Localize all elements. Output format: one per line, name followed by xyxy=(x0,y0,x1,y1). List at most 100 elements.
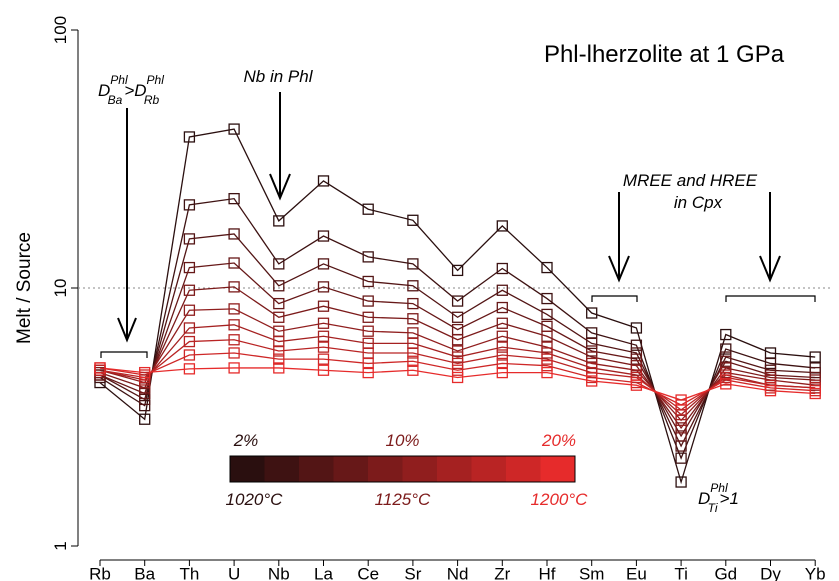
data-point xyxy=(139,413,151,425)
annotation-text: Phl xyxy=(147,73,165,87)
colorbar-label: 10% xyxy=(385,431,419,450)
data-point xyxy=(273,345,285,357)
data-point xyxy=(451,351,464,363)
annotation: Nb in Phl xyxy=(244,67,314,86)
data-point xyxy=(273,215,285,227)
series-line xyxy=(99,128,816,485)
y-tick-label: 10 xyxy=(51,279,70,298)
data-point xyxy=(496,317,508,329)
series-line xyxy=(99,367,816,401)
data-point xyxy=(496,330,508,342)
data-point xyxy=(675,452,687,464)
data-point xyxy=(273,280,285,292)
data-point xyxy=(228,257,240,269)
data-point xyxy=(764,385,777,397)
x-tick-label: Th xyxy=(179,564,199,581)
data-point xyxy=(496,341,508,353)
data-point xyxy=(541,353,553,365)
data-point xyxy=(362,203,374,215)
data-point xyxy=(407,258,419,270)
x-tick-label: Ba xyxy=(134,564,155,581)
data-point xyxy=(362,366,374,379)
data-point xyxy=(586,345,598,357)
data-point xyxy=(407,364,419,376)
data-point xyxy=(317,364,330,376)
annotation: DPhl Ba >DPhl Rb xyxy=(98,73,164,107)
data-point xyxy=(317,175,330,187)
data-point xyxy=(541,308,553,321)
data-point xyxy=(541,366,553,379)
data-point xyxy=(451,311,464,323)
y-axis-label: Melt / Source xyxy=(14,232,35,344)
annotation: MREE and HREE xyxy=(623,171,758,190)
annotation: DPhl Ti >1 xyxy=(698,481,739,515)
annotation-text: D xyxy=(698,489,710,508)
x-tick-label: Zr xyxy=(494,564,510,581)
data-point xyxy=(228,192,240,205)
data-point xyxy=(630,347,643,359)
data-point xyxy=(720,343,732,355)
colorbar-segment xyxy=(333,456,369,482)
data-point xyxy=(630,379,643,391)
data-point xyxy=(317,341,330,353)
data-point xyxy=(228,319,240,331)
data-point xyxy=(720,328,732,341)
data-point xyxy=(139,366,151,379)
data-point xyxy=(94,362,106,374)
colorbar-label: 20% xyxy=(541,431,576,450)
arrows xyxy=(100,92,816,358)
x-tick-label: Nd xyxy=(447,564,469,581)
data-point xyxy=(317,353,330,365)
data-point xyxy=(362,325,374,337)
data-point xyxy=(183,304,196,316)
x-tick-label: Gd xyxy=(714,564,737,581)
data-point xyxy=(183,363,196,375)
colorbar-segment xyxy=(506,456,541,482)
data-point xyxy=(630,339,643,351)
data-point xyxy=(496,349,508,361)
x-tick-label: Yb xyxy=(805,564,826,581)
x-tick-label: Dy xyxy=(760,564,781,581)
colorbar-frame xyxy=(229,455,576,483)
annotation-text: Ba xyxy=(108,93,123,107)
colorbar-segment xyxy=(264,456,300,482)
x-tick-label: Sm xyxy=(579,564,605,581)
data-point xyxy=(630,322,643,334)
annotation-text: >1 xyxy=(720,489,739,508)
data-point xyxy=(496,366,508,379)
data-point xyxy=(451,295,464,307)
data-point xyxy=(720,355,732,367)
data-point xyxy=(809,351,821,363)
data-point xyxy=(317,300,330,312)
data-point xyxy=(362,357,374,370)
data-point xyxy=(317,317,330,329)
x-tick-label: Nb xyxy=(268,564,290,581)
data-point xyxy=(541,341,553,353)
data-point xyxy=(273,297,285,310)
data-point xyxy=(228,362,240,374)
data-point xyxy=(675,430,687,442)
data-point xyxy=(407,214,419,226)
data-point xyxy=(139,399,151,412)
data-point xyxy=(183,233,196,245)
data-point xyxy=(496,220,508,232)
data-point xyxy=(317,258,330,270)
data-point xyxy=(273,353,285,365)
data-point xyxy=(451,364,464,376)
data-point xyxy=(228,303,240,315)
data-point xyxy=(764,357,777,370)
x-tick-label: Hf xyxy=(539,564,556,581)
data-point xyxy=(362,275,374,288)
data-point xyxy=(541,292,553,305)
colorbar-segment xyxy=(471,456,507,482)
data-point xyxy=(228,228,240,240)
x-tick-label: U xyxy=(228,564,240,581)
data-point xyxy=(317,281,330,293)
series-line xyxy=(99,324,816,416)
colorbar-segment xyxy=(437,456,472,482)
data-point xyxy=(630,353,643,365)
data-point xyxy=(541,347,553,359)
colorbar-segment xyxy=(402,456,438,482)
colorbar-label: 1125°C xyxy=(375,490,431,509)
